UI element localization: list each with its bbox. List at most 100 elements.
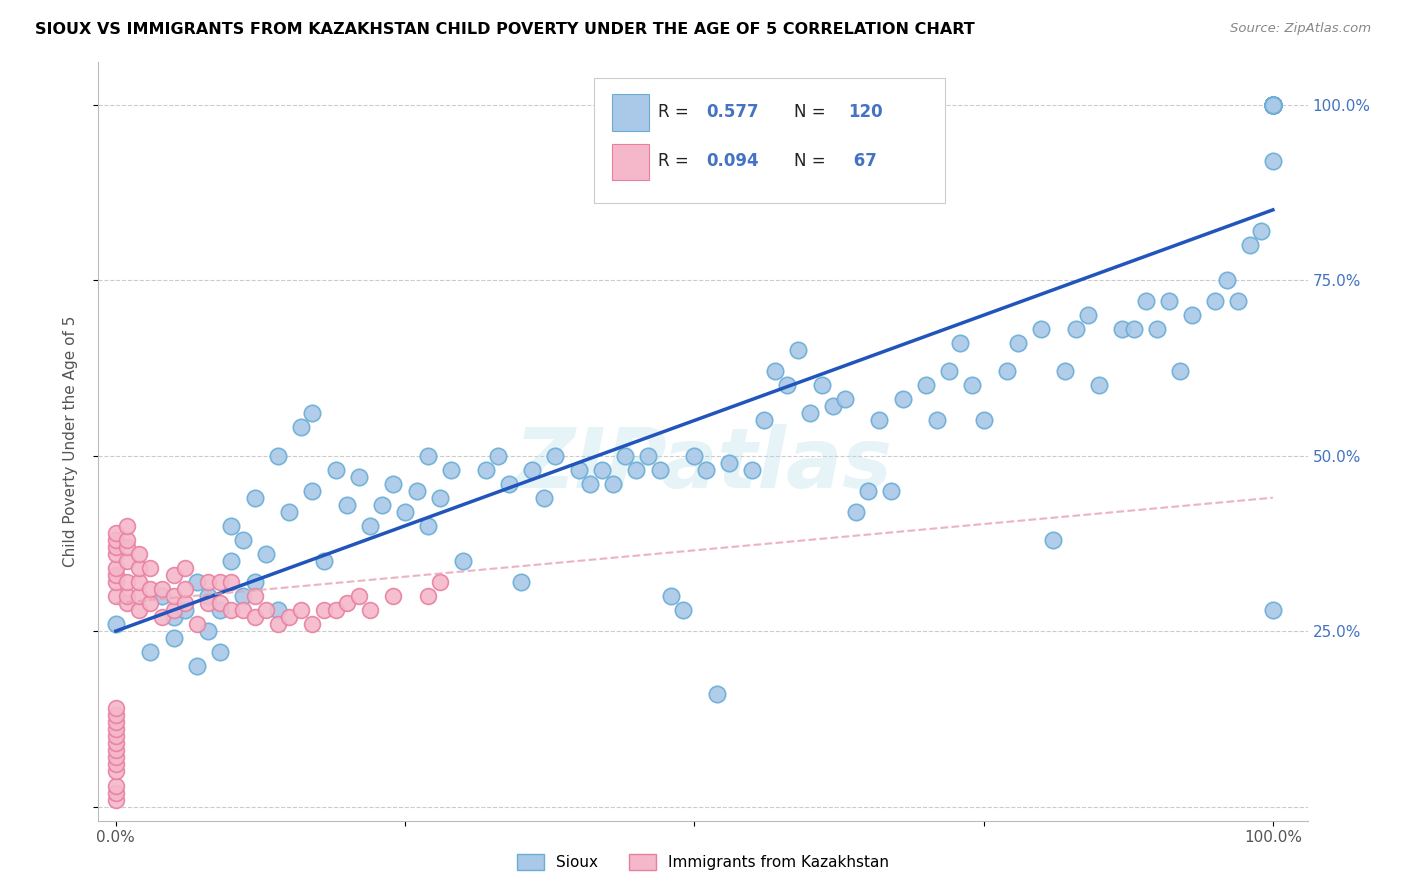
Point bbox=[104, 723, 127, 737]
Point bbox=[776, 378, 799, 392]
Point bbox=[104, 561, 127, 575]
Point bbox=[522, 462, 544, 476]
Point bbox=[475, 462, 498, 476]
Point bbox=[243, 491, 266, 505]
Point bbox=[405, 483, 427, 498]
Point bbox=[117, 518, 139, 533]
Point bbox=[1064, 322, 1087, 336]
Point bbox=[418, 518, 440, 533]
Point bbox=[1261, 97, 1284, 112]
Point bbox=[128, 547, 150, 561]
Point bbox=[221, 574, 243, 589]
Text: N =: N = bbox=[793, 152, 825, 170]
Point bbox=[451, 554, 474, 568]
Point bbox=[117, 596, 139, 610]
Point bbox=[823, 400, 845, 414]
Point bbox=[579, 476, 602, 491]
Point bbox=[128, 561, 150, 575]
Point bbox=[394, 505, 416, 519]
Point bbox=[197, 624, 219, 639]
Point bbox=[1031, 322, 1053, 336]
Point bbox=[602, 476, 624, 491]
Point bbox=[301, 407, 323, 421]
Point bbox=[197, 574, 219, 589]
Point bbox=[1261, 97, 1284, 112]
Point bbox=[440, 462, 463, 476]
Point bbox=[232, 533, 254, 547]
Point bbox=[186, 659, 208, 673]
Point bbox=[254, 603, 277, 617]
Point bbox=[336, 498, 359, 512]
Y-axis label: Child Poverty Under the Age of 5: Child Poverty Under the Age of 5 bbox=[63, 316, 77, 567]
Point bbox=[834, 392, 856, 407]
Point bbox=[891, 392, 914, 407]
Point bbox=[1111, 322, 1133, 336]
Point bbox=[117, 574, 139, 589]
Point bbox=[672, 603, 695, 617]
Point bbox=[568, 462, 591, 476]
Point bbox=[208, 603, 231, 617]
Point bbox=[162, 589, 184, 603]
Point bbox=[150, 610, 173, 624]
Point bbox=[382, 476, 405, 491]
Point bbox=[1146, 322, 1168, 336]
Point bbox=[104, 736, 127, 750]
Point bbox=[1135, 294, 1157, 309]
Point bbox=[869, 413, 891, 427]
Point bbox=[429, 574, 451, 589]
Point bbox=[278, 505, 301, 519]
Point bbox=[221, 554, 243, 568]
Point bbox=[880, 483, 903, 498]
Point bbox=[150, 582, 173, 596]
Point bbox=[1261, 97, 1284, 112]
Point bbox=[960, 378, 983, 392]
Point bbox=[290, 603, 312, 617]
Point bbox=[104, 792, 127, 806]
Point bbox=[1261, 97, 1284, 112]
Point bbox=[312, 554, 335, 568]
Text: ZIPatlas: ZIPatlas bbox=[515, 424, 891, 505]
Point bbox=[787, 343, 810, 358]
Point bbox=[1261, 97, 1284, 112]
Point bbox=[174, 582, 197, 596]
Point bbox=[186, 617, 208, 632]
Point bbox=[150, 589, 173, 603]
Point bbox=[845, 505, 868, 519]
Point bbox=[418, 449, 440, 463]
Point bbox=[1077, 308, 1099, 322]
Bar bbox=[613, 144, 648, 180]
Point bbox=[1261, 97, 1284, 112]
Point bbox=[359, 518, 381, 533]
Point bbox=[973, 413, 995, 427]
Point bbox=[799, 407, 821, 421]
Point bbox=[104, 540, 127, 554]
Point bbox=[741, 462, 763, 476]
Point bbox=[591, 462, 613, 476]
Point bbox=[613, 449, 636, 463]
Point bbox=[347, 589, 370, 603]
Point bbox=[1261, 97, 1284, 112]
Point bbox=[509, 574, 531, 589]
Point bbox=[1250, 224, 1272, 238]
Point bbox=[995, 364, 1018, 378]
Point bbox=[301, 617, 323, 632]
Point bbox=[1261, 97, 1284, 112]
Point bbox=[1123, 322, 1146, 336]
Point bbox=[162, 603, 184, 617]
Point bbox=[1168, 364, 1191, 378]
Point bbox=[1261, 97, 1284, 112]
Point bbox=[312, 603, 335, 617]
Point bbox=[718, 456, 741, 470]
Text: R =: R = bbox=[658, 152, 695, 170]
Point bbox=[104, 589, 127, 603]
Point bbox=[104, 617, 127, 632]
Point bbox=[1239, 238, 1261, 252]
Point bbox=[359, 603, 381, 617]
Point bbox=[243, 574, 266, 589]
Point bbox=[1261, 97, 1284, 112]
Point bbox=[208, 596, 231, 610]
Point bbox=[197, 589, 219, 603]
Point bbox=[810, 378, 832, 392]
Point bbox=[1261, 97, 1284, 112]
Point bbox=[949, 336, 972, 351]
